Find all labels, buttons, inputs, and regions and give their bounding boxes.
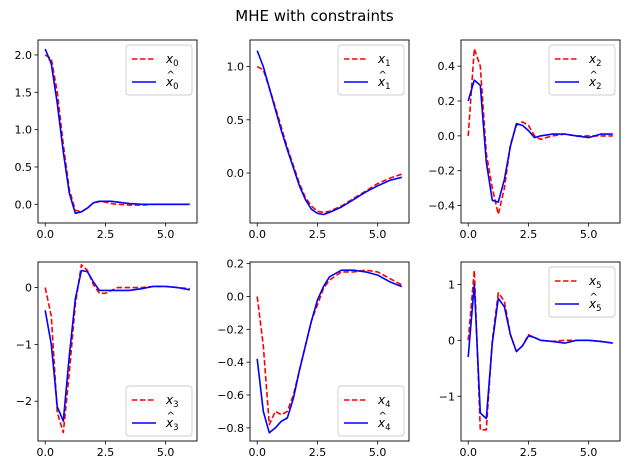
legend-box: [548, 266, 616, 318]
y-tick-label: −1: [16, 338, 32, 351]
x-tick-label: 2.5: [97, 228, 115, 241]
y-tick-label: 0.0: [227, 290, 245, 303]
legend-hat-mark: ^: [379, 411, 387, 422]
y-tick-label: 1: [448, 278, 455, 291]
y-tick-label: −2: [16, 395, 32, 408]
legend-box: [125, 385, 193, 437]
y-tick-label: 0.4: [438, 60, 456, 73]
y-tick-label: 0: [25, 282, 32, 295]
y-tick-label: −0.2: [217, 323, 244, 336]
y-tick-label: 2.0: [15, 49, 33, 62]
y-tick-label: −0.6: [217, 389, 244, 402]
axes-frame: [37, 261, 198, 442]
series-line-x_4_hat: [256, 269, 403, 434]
x-tick-label: 2.5: [520, 228, 538, 241]
y-tick-label: 0.0: [227, 167, 245, 180]
series-line-x_3_hat: [44, 269, 190, 422]
legend-box: [548, 44, 616, 96]
y-tick-label: 0: [448, 334, 455, 347]
y-tick-label: 1.5: [15, 86, 33, 99]
x-tick-label: 2.5: [309, 446, 327, 459]
legend-hat-mark: ^: [590, 70, 598, 81]
y-tick-label: 0.0: [438, 130, 456, 143]
axes-frame: [249, 261, 410, 442]
axes-frame: [37, 39, 198, 224]
legend-box: [125, 44, 193, 96]
x-tick-label: 5.0: [580, 228, 598, 241]
y-tick-label: 0.2: [227, 258, 245, 271]
x-tick-label: 0.0: [459, 446, 477, 459]
x-tick-label: 0.0: [248, 228, 266, 241]
x-tick-label: 5.0: [157, 228, 175, 241]
series-line-x_2_hat: [467, 79, 613, 203]
x-tick-label: 0.0: [36, 446, 54, 459]
x-tick-label: 0.0: [459, 228, 477, 241]
y-tick-label: −0.4: [217, 356, 244, 369]
x-tick-label: 0.0: [248, 446, 266, 459]
legend-hat-mark: ^: [167, 411, 175, 422]
axes-frame: [460, 39, 621, 224]
series-line-x_0_hat: [44, 48, 190, 215]
series-line-x_5_hat: [467, 283, 613, 420]
y-tick-label: −1: [439, 390, 455, 403]
x-tick-label: 2.5: [309, 228, 327, 241]
x-tick-label: 2.5: [97, 446, 115, 459]
y-tick-label: −0.2: [428, 165, 455, 178]
y-tick-label: 0.0: [15, 198, 33, 211]
y-tick-label: 1.0: [227, 61, 245, 74]
y-tick-label: 0.5: [227, 114, 245, 127]
y-tick-label: −0.8: [217, 422, 244, 435]
legend-hat-mark: ^: [379, 70, 387, 81]
y-tick-label: 0.5: [15, 161, 33, 174]
legend-box: [337, 385, 405, 437]
legend-box: [337, 44, 405, 96]
legend-hat-mark: ^: [167, 70, 175, 81]
y-tick-label: −0.4: [428, 200, 455, 213]
y-tick-label: 1.0: [15, 124, 33, 137]
x-tick-label: 5.0: [369, 228, 387, 241]
axes-frame: [249, 39, 410, 224]
x-tick-label: 0.0: [36, 228, 54, 241]
series-line-x_1_hat: [256, 50, 402, 216]
x-tick-label: 5.0: [369, 446, 387, 459]
y-tick-label: 0.2: [438, 95, 456, 108]
x-tick-label: 5.0: [157, 446, 175, 459]
x-tick-label: 5.0: [580, 446, 598, 459]
legend-hat-mark: ^: [590, 292, 598, 303]
axes-frame: [460, 261, 621, 442]
x-tick-label: 2.5: [520, 446, 538, 459]
figure-title: MHE with constraints: [235, 7, 394, 25]
